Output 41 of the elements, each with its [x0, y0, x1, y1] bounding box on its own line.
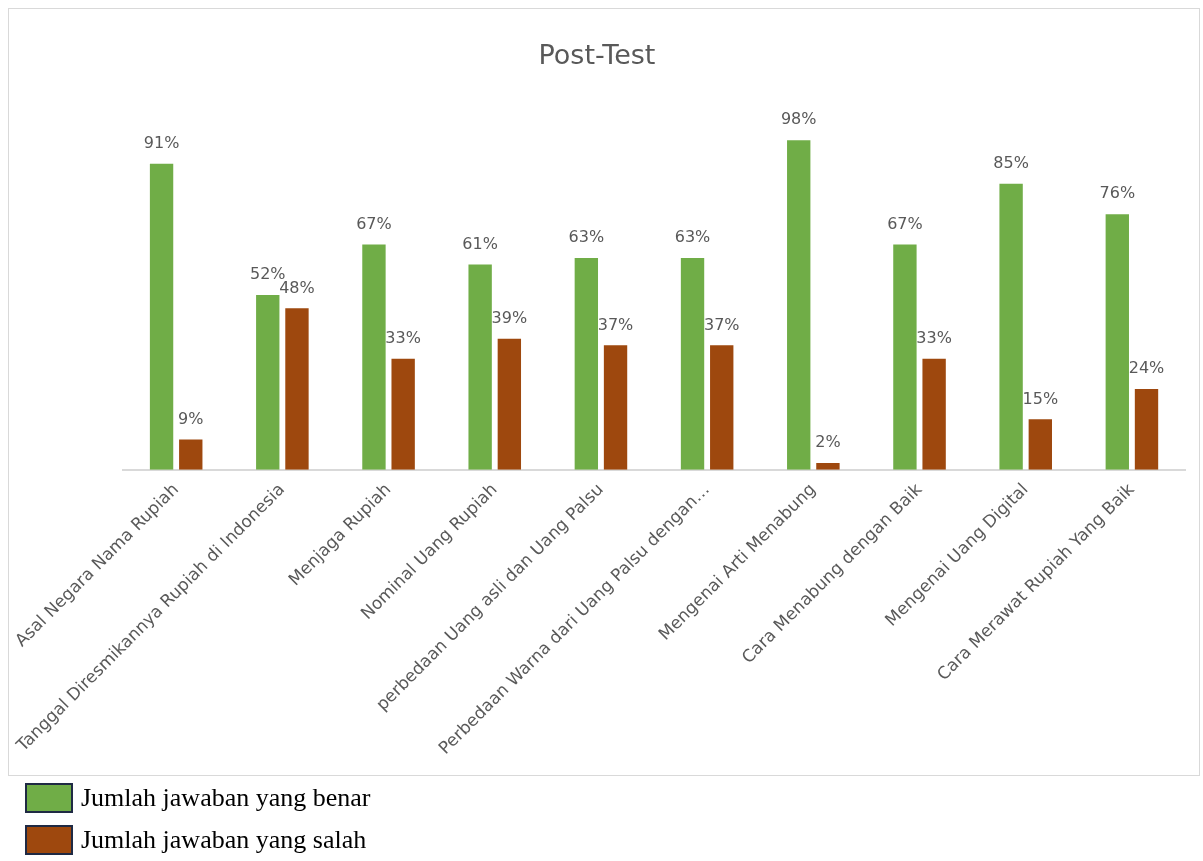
- bar: [710, 345, 734, 470]
- bar: [1105, 214, 1129, 470]
- data-label: 24%: [1128, 358, 1165, 378]
- bar: [179, 439, 203, 470]
- data-label: 98%: [780, 109, 817, 129]
- data-label: 61%: [462, 233, 498, 253]
- bar: [603, 345, 628, 470]
- legend-label: Jumlah jawaban yang benar: [81, 783, 371, 813]
- bar: [1028, 419, 1052, 470]
- data-label: 37%: [597, 314, 634, 334]
- chart-title: Post-Test: [538, 39, 656, 71]
- bar: [497, 338, 522, 470]
- data-label: 2%: [815, 432, 841, 452]
- bar: [468, 264, 492, 470]
- data-label: 39%: [491, 307, 528, 327]
- bar: [362, 244, 386, 470]
- data-label: 67%: [887, 213, 923, 233]
- bar: [999, 183, 1023, 470]
- bar: [285, 308, 309, 470]
- data-label: 33%: [916, 327, 952, 347]
- legend-label: Jumlah jawaban yang salah: [81, 825, 367, 855]
- bar: [816, 463, 840, 470]
- data-label: 67%: [356, 213, 392, 233]
- bar: [922, 358, 946, 470]
- data-label: 63%: [674, 227, 711, 247]
- data-label: 9%: [178, 408, 204, 428]
- data-label: 91%: [143, 132, 180, 152]
- data-label: 33%: [385, 327, 421, 347]
- data-label: 37%: [703, 314, 740, 334]
- data-label: 15%: [1022, 388, 1059, 408]
- data-label: 85%: [993, 153, 1029, 173]
- bar: [680, 257, 705, 470]
- bar: [574, 257, 599, 470]
- bar: [1134, 389, 1159, 470]
- data-label: 63%: [568, 227, 605, 247]
- data-label: 76%: [1099, 183, 1136, 203]
- bar: [256, 294, 280, 470]
- bar: [391, 358, 415, 470]
- bar: [893, 244, 917, 470]
- bar: [787, 140, 811, 470]
- bar: [149, 163, 174, 470]
